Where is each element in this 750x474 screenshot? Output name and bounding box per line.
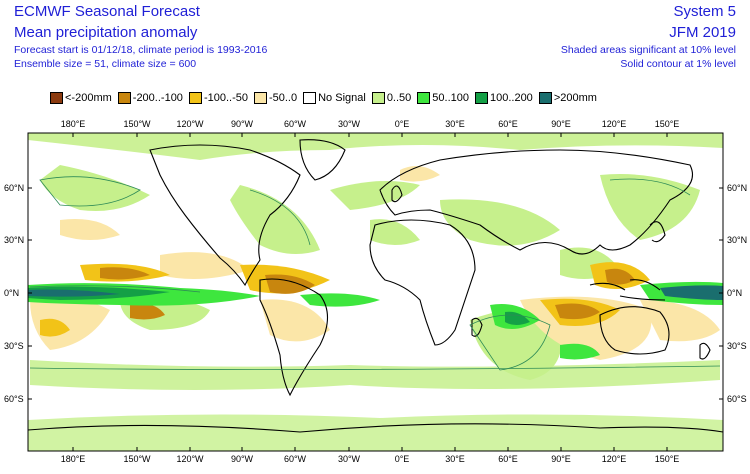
legend-item: 100..200 [474, 92, 533, 104]
lat-label: 0°N [727, 288, 742, 298]
legend-item: 50..100 [417, 92, 469, 104]
lat-label: 60°S [4, 394, 24, 404]
lon-label: 60°E [498, 454, 518, 464]
lat-label: 60°N [727, 183, 747, 193]
axis-labels: 180°E 180°E 150°W 150°W 120°W 120°W 90°W 90°W 60… [4, 119, 747, 464]
legend-label: 50..100 [432, 92, 469, 104]
lon-label: 90°E [551, 119, 571, 129]
legend-swatch [188, 92, 202, 104]
lat-label: 60°N [4, 183, 24, 193]
header-left-title: ECMWF Seasonal Forecast [14, 3, 200, 20]
legend-swatch [253, 92, 267, 104]
legend-label: -50..0 [268, 92, 298, 104]
legend-label: 100..200 [489, 92, 533, 104]
legend-swatch [371, 92, 385, 104]
lon-label: 60°E [498, 119, 518, 129]
legend-swatch [303, 92, 317, 104]
lat-label: 0°N [4, 288, 19, 298]
lat-label: 30°N [727, 235, 747, 245]
legend: <-200mm -200..-100 -100..-50 -50..0 No Signa… [50, 92, 603, 104]
legend-label: -200..-100 [132, 92, 183, 104]
map-frame [27, 132, 724, 452]
header-right-line2: Solid contour at 1% level [620, 58, 736, 70]
lon-label: 120°W [176, 119, 204, 129]
legend-item: -200..-100 [117, 92, 183, 104]
legend-swatch [474, 92, 488, 104]
legend-swatch [538, 92, 552, 104]
legend-item: <-200mm [50, 92, 112, 104]
lon-label: 180°E [61, 454, 86, 464]
lon-label: 30°E [445, 119, 465, 129]
legend-item: 0..50 [371, 92, 412, 104]
lon-label: 30°E [445, 454, 465, 464]
header-left-line2: Ensemble size = 51, climate size = 600 [14, 58, 197, 70]
anomaly-shading [28, 133, 723, 451]
lon-label: 120°E [602, 454, 627, 464]
legend-label: >200mm [553, 92, 597, 104]
header-right-subtitle: JFM 2019 [669, 24, 736, 41]
lon-label: 30°W [338, 119, 361, 129]
lon-label: 30°W [338, 454, 361, 464]
lat-label: 30°N [4, 235, 24, 245]
lon-label: 90°W [231, 454, 254, 464]
legend-swatch [117, 92, 131, 104]
header-left-line1: Forecast start is 01/12/18, climate peri… [14, 44, 268, 56]
lat-label: 30°S [727, 341, 747, 351]
legend-swatch [50, 92, 63, 104]
lon-label: 120°E [602, 119, 627, 129]
legend-item: -50..0 [253, 92, 298, 104]
significance-contours [29, 176, 721, 371]
lon-label: 90°E [551, 454, 571, 464]
legend-label: -100..-50 [203, 92, 248, 104]
legend-swatch [417, 92, 431, 104]
lon-label: 60°W [284, 119, 307, 129]
legend-label: 0..50 [386, 92, 412, 104]
lon-label: 0°E [395, 454, 410, 464]
lat-label: 60°S [727, 394, 747, 404]
lon-label: 180°E [61, 119, 86, 129]
header-right-title: System 5 [673, 3, 736, 20]
lon-label: 150°W [123, 454, 151, 464]
lon-label: 90°W [231, 119, 254, 129]
legend-item: No Signal [303, 92, 366, 104]
lon-label: 150°E [655, 454, 680, 464]
lon-label: 150°W [123, 119, 151, 129]
legend-label: <-200mm [65, 92, 112, 104]
lat-label: 30°S [4, 341, 24, 351]
legend-label: No Signal [318, 92, 366, 104]
lon-label: 60°W [284, 454, 307, 464]
legend-item: >200mm [538, 92, 597, 104]
header-left-subtitle: Mean precipitation anomaly [14, 24, 198, 41]
lon-label: 150°E [655, 119, 680, 129]
coastlines [28, 139, 723, 433]
lon-label: 0°E [395, 119, 410, 129]
header-right-line1: Shaded areas significant at 10% level [560, 44, 736, 56]
legend-item: -100..-50 [188, 92, 248, 104]
lon-label: 120°W [176, 454, 204, 464]
